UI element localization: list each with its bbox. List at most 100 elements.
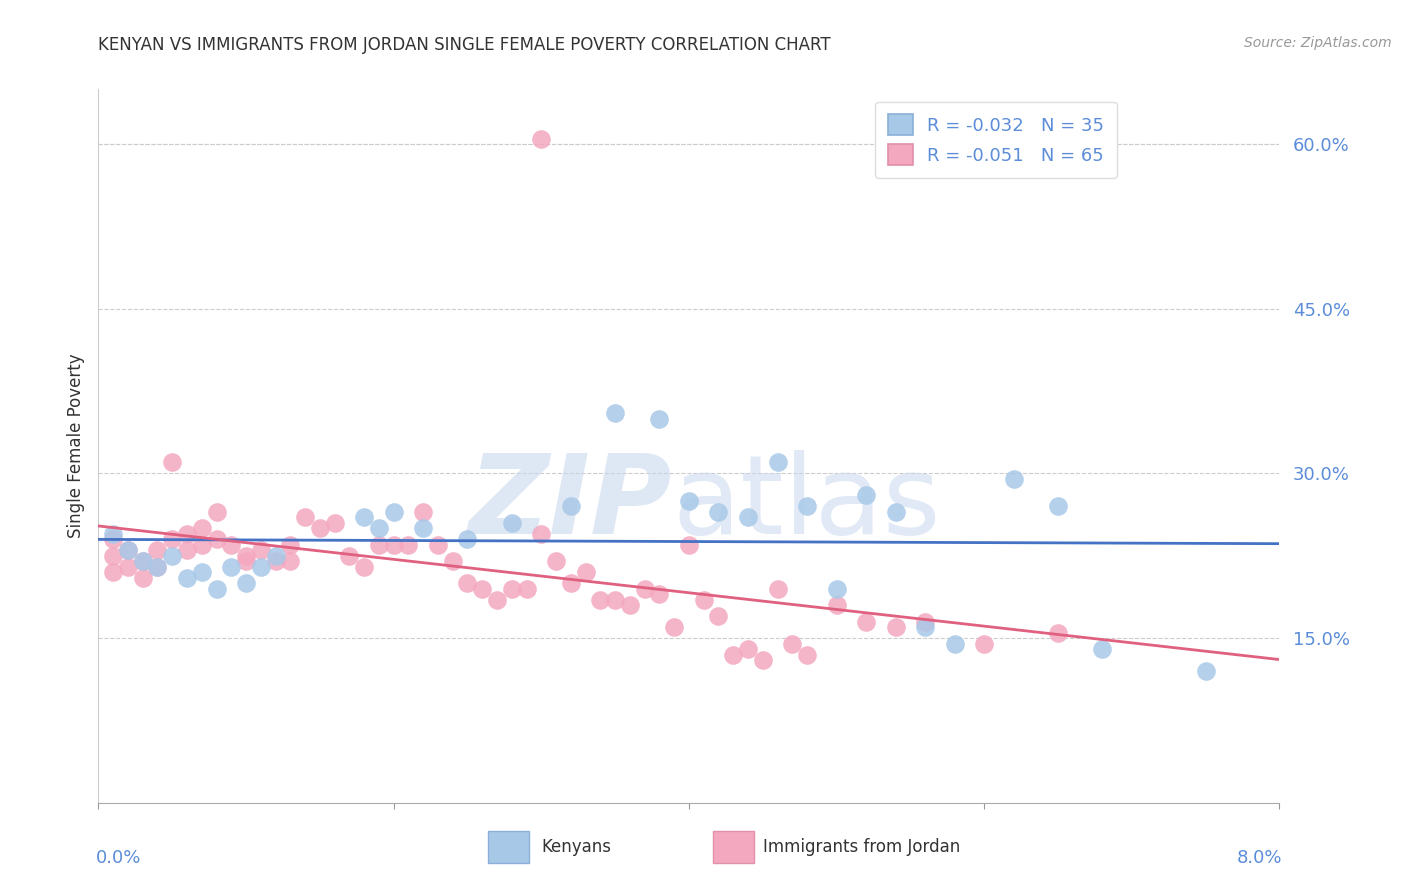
Point [1046,625,1069,640]
Point [162,455,183,469]
Text: atlas: atlas [673,450,941,557]
Point [751,653,773,667]
Point [367,521,389,535]
Point [353,510,375,524]
Point [396,538,419,552]
Point [412,521,434,535]
Point [250,543,273,558]
Point [796,648,818,662]
Point [1002,472,1025,486]
Point [1194,664,1216,678]
Point [589,592,612,607]
Point [162,549,183,563]
Point [353,559,375,574]
Point [721,648,744,662]
Point [103,533,125,547]
Point [648,587,671,601]
Point [191,521,214,535]
Text: Kenyans: Kenyans [541,838,612,856]
Point [707,505,730,519]
Point [146,543,169,558]
Point [264,554,287,568]
Point [219,538,242,552]
Point [191,538,214,552]
Point [205,533,228,547]
Point [382,538,405,552]
Point [825,598,848,612]
Y-axis label: Single Female Poverty: Single Female Poverty [66,354,84,538]
Point [205,505,228,519]
Point [1046,500,1069,514]
Point [426,538,449,552]
Text: ZIP: ZIP [470,450,672,557]
Point [707,609,730,624]
Text: 8.0%: 8.0% [1236,849,1282,867]
Point [235,554,257,568]
Point [117,559,139,574]
Text: Source: ZipAtlas.com: Source: ZipAtlas.com [1244,36,1392,50]
Point [914,615,936,629]
Point [367,538,389,552]
Point [235,549,257,563]
Point [515,582,537,596]
Legend: R = -0.032   N = 35, R = -0.051   N = 65: R = -0.032 N = 35, R = -0.051 N = 65 [875,102,1116,178]
Point [737,510,759,524]
Point [678,538,700,552]
Text: 0.0%: 0.0% [96,849,142,867]
Point [501,516,523,530]
Point [146,559,169,574]
Point [884,620,907,634]
Point [441,554,464,568]
Point [560,500,582,514]
Point [176,571,198,585]
Point [664,620,686,634]
Point [471,582,494,596]
Point [737,642,759,657]
Point [693,592,716,607]
Point [605,406,627,420]
Point [546,554,568,568]
Point [382,505,405,519]
Point [103,526,125,541]
Point [560,576,582,591]
Point [678,494,700,508]
Point [619,598,641,612]
Point [485,592,508,607]
Point [648,411,671,425]
Point [264,549,287,563]
Text: KENYAN VS IMMIGRANTS FROM JORDAN SINGLE FEMALE POVERTY CORRELATION CHART: KENYAN VS IMMIGRANTS FROM JORDAN SINGLE … [98,36,831,54]
Point [766,582,789,596]
Point [530,131,553,145]
FancyBboxPatch shape [713,831,754,863]
Point [103,549,125,563]
Point [132,554,155,568]
Text: Immigrants from Jordan: Immigrants from Jordan [763,838,960,856]
Point [530,526,553,541]
Point [117,543,139,558]
Point [278,554,302,568]
Point [176,526,198,541]
Point [235,576,257,591]
Point [278,538,302,552]
Point [308,521,332,535]
Point [605,592,627,607]
Point [825,582,848,596]
Point [132,554,155,568]
Point [855,615,877,629]
Point [633,582,655,596]
Point [323,516,346,530]
Point [103,566,125,580]
Point [337,549,360,563]
Point [914,620,936,634]
Point [219,559,242,574]
Point [162,533,183,547]
Point [205,582,228,596]
Point [884,505,907,519]
Point [132,571,155,585]
Point [456,576,478,591]
Point [191,566,214,580]
Point [796,500,818,514]
Point [766,455,789,469]
FancyBboxPatch shape [488,831,530,863]
Point [943,637,966,651]
